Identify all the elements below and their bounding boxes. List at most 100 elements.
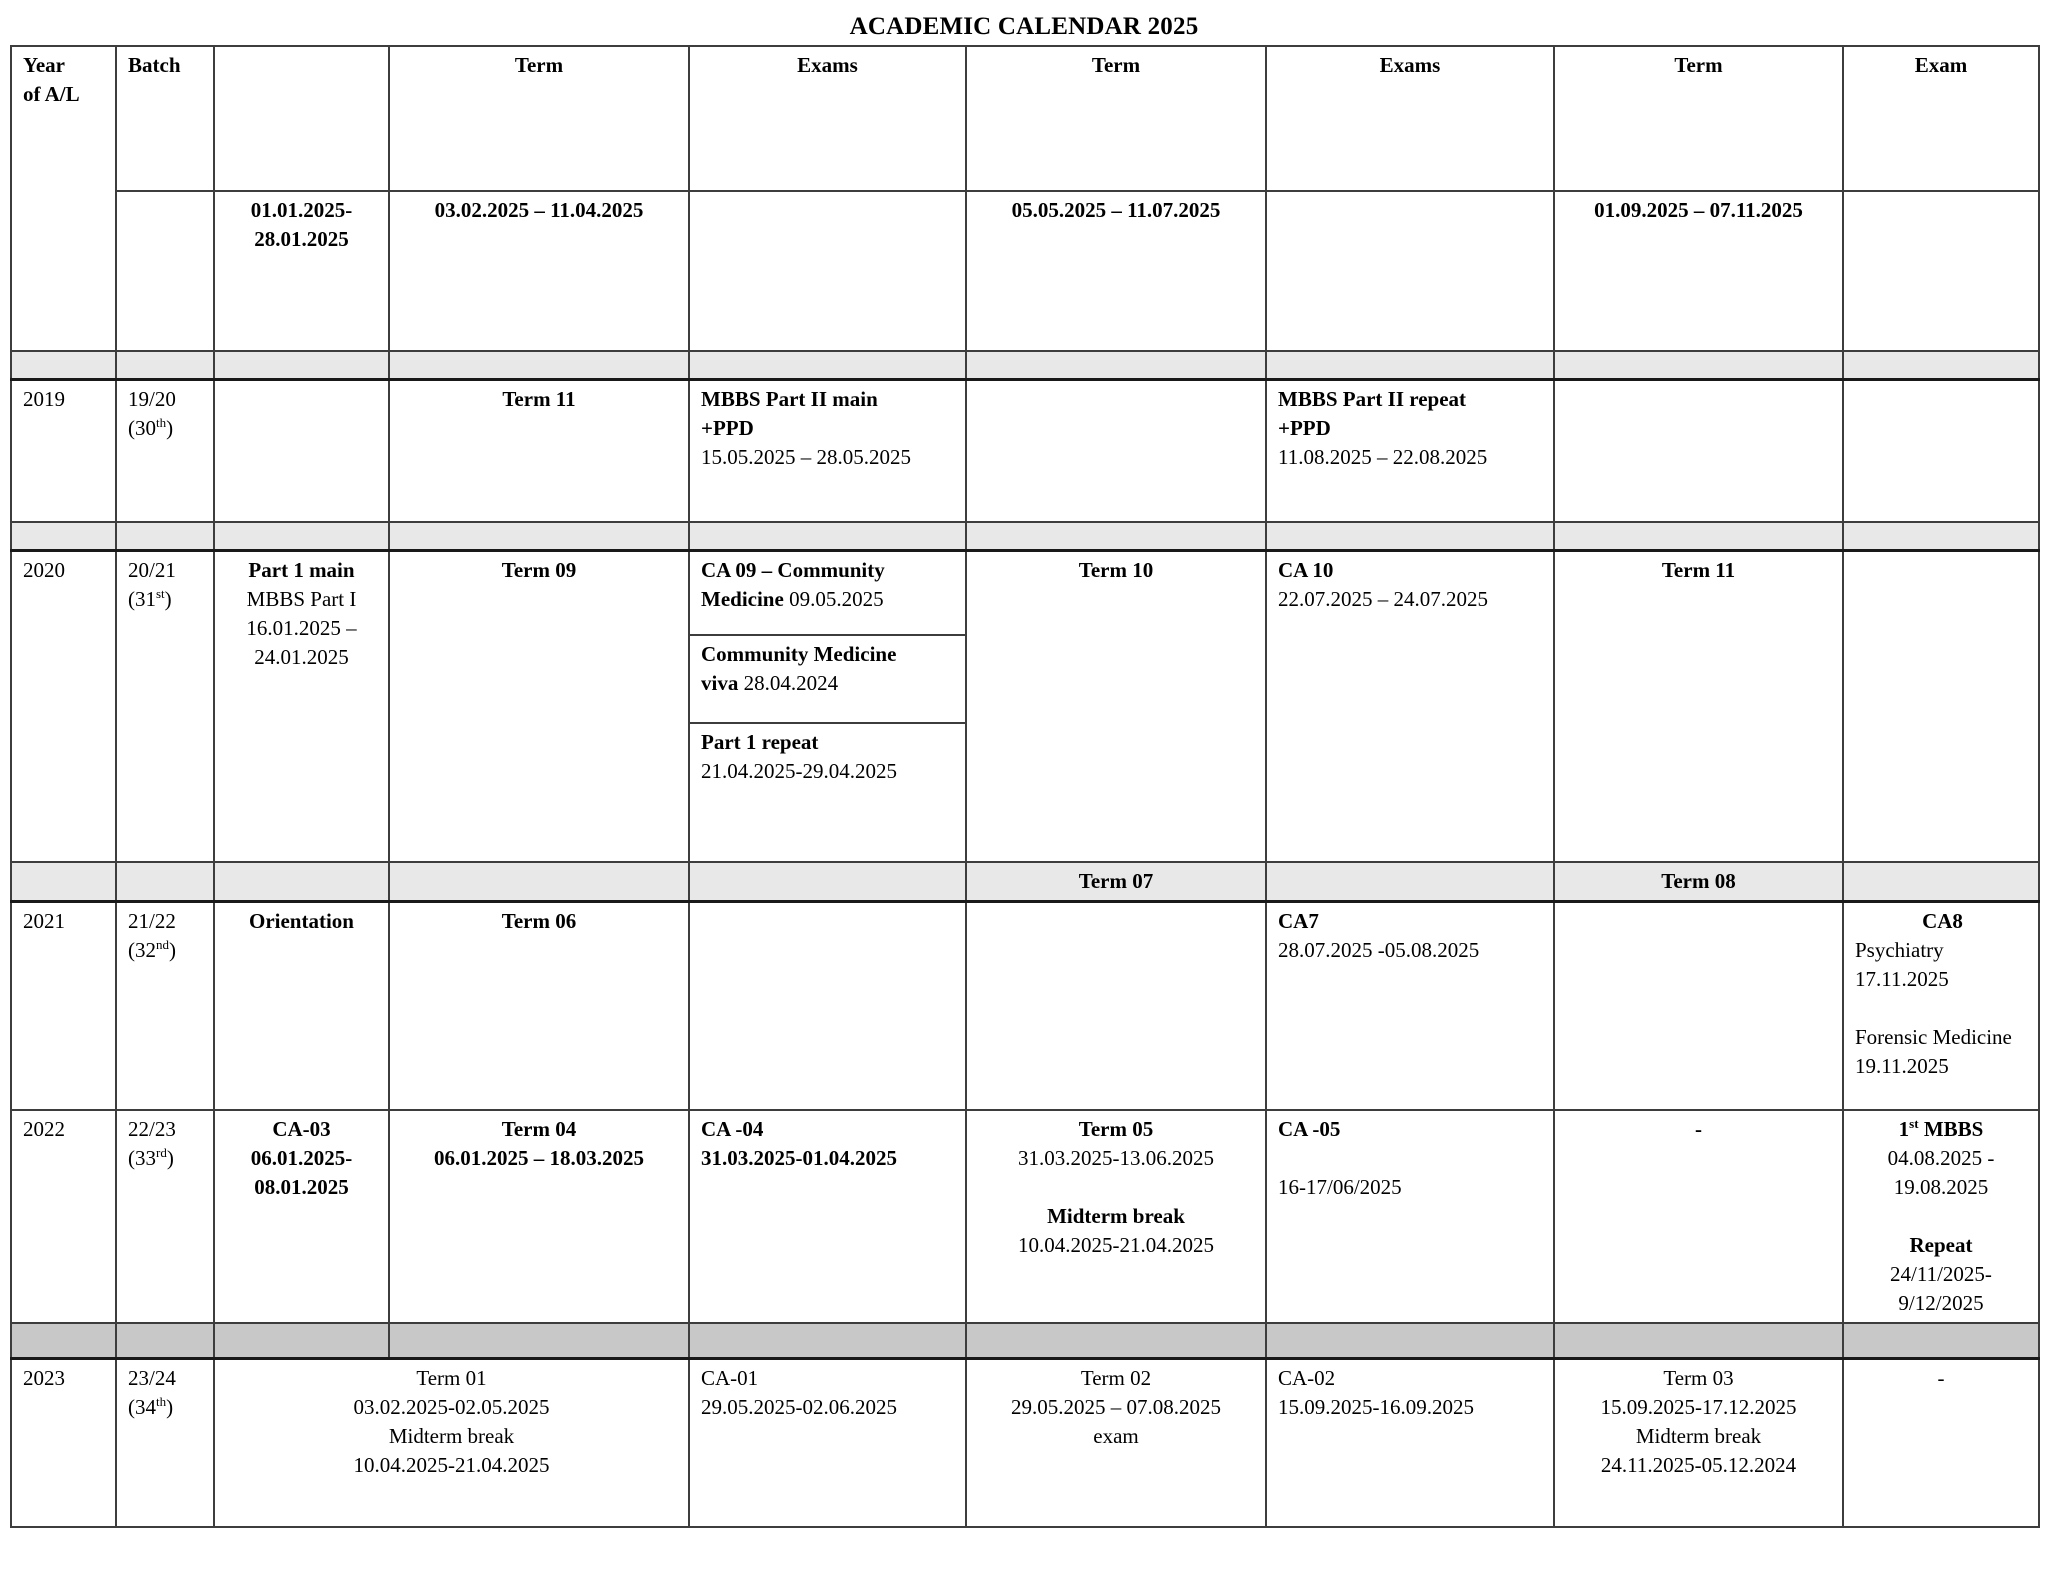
text-line: Term 09: [395, 556, 683, 585]
text-line: 2019: [23, 385, 107, 414]
text-run: (31: [128, 586, 156, 611]
text-run: 11.08.2025 – 22.08.2025: [1278, 444, 1488, 469]
text-run: Medicine: [701, 586, 784, 611]
exams2-2020: CA 10 22.07.2025 – 24.07.2025: [1265, 549, 1555, 863]
text-run: ): [169, 938, 176, 962]
term-07-08-row-cell-3: [388, 861, 690, 903]
text-run: MBBS: [1918, 1116, 1984, 1141]
text-line: (33rd): [128, 1144, 205, 1173]
text-line: 04.08.2025 -: [1849, 1144, 2033, 1173]
term2-2021: [965, 900, 1267, 1111]
text-run: 08.01.2025: [254, 1174, 349, 1199]
spacer-row-1-cell-2: [213, 350, 390, 381]
text-line: -: [1849, 1364, 2033, 1393]
text-line: viva 28.04.2024: [701, 669, 957, 698]
text-line: Forensic Medicine: [1855, 1023, 2030, 1052]
text-run: 15.05.2025 – 28.05.2025: [701, 444, 911, 469]
spacer-row-1-cell-4: [688, 350, 967, 381]
text-run: 1: [1898, 1116, 1910, 1141]
text-run: Term 03: [1663, 1366, 1734, 1390]
text-run: Batch: [128, 53, 181, 77]
text-line: Exams: [695, 51, 960, 80]
text-line: 2021: [23, 907, 107, 936]
academic-calendar-table: Year of A/L Batch Term Exams Term Exams Term Exa…: [10, 45, 2040, 1528]
calendar-table-body: Year of A/L Batch Term Exams Term Exams Term Exa…: [10, 45, 2040, 1528]
exams-header-2: Exams: [1265, 45, 1555, 192]
text-run: +PPD: [701, 415, 754, 440]
text-run: 2020: [23, 557, 65, 582]
text-line: Part 1 repeat: [701, 728, 957, 757]
text-run: Midterm break: [388, 1424, 515, 1448]
text-run: 24.01.2025: [254, 644, 349, 669]
text-run: 2022: [23, 1116, 65, 1141]
text-line: Exams: [1272, 51, 1548, 80]
text-line: 23/24: [128, 1364, 205, 1393]
term3-2022: -: [1553, 1108, 1844, 1324]
term-07-08-row-cell-2: [213, 861, 390, 903]
row-2021: 2021 21/22 (32nd) Orientation Term 06 CA7 28.0…: [10, 900, 2040, 1111]
preterm-2019: [213, 378, 390, 523]
text-run: Term 06: [501, 909, 577, 933]
text-run: 24/11/2025-: [1890, 1261, 1992, 1286]
exam-2022: 1st MBBS 04.08.2025 -19.08.2025 Repeat 24/…: [1842, 1108, 2040, 1324]
spacer-row-1-cell-6: [1265, 350, 1555, 381]
text-run: Term 02: [1080, 1366, 1152, 1390]
text-line: Midterm break: [972, 1202, 1260, 1231]
spacer-row-dark-cell-0: [10, 1321, 117, 1360]
text-run: 09.05.2025: [783, 586, 884, 611]
text-line: -: [1560, 1115, 1837, 1144]
text-line: 08.01.2025: [220, 1173, 383, 1202]
text-line: 19.11.2025: [1855, 1052, 2030, 1081]
text-run: 17.11.2025: [1855, 967, 1949, 991]
spacer-row-2-cell-8: [1842, 521, 2040, 552]
term2-2019: [965, 378, 1267, 523]
text-run: 03.02.2025 – 11.04.2025: [434, 198, 644, 222]
text-line: 9/12/2025: [1849, 1289, 2033, 1318]
text-line: Term 01: [220, 1364, 683, 1393]
text-line: 31.03.2025-01.04.2025: [701, 1144, 957, 1173]
header-dates-row: 01.01.2025- 28.01.2025 03.02.2025 – 11.04.…: [11, 190, 2040, 352]
text-run: 01.01.2025-: [250, 198, 353, 222]
text-run: Exams: [1379, 53, 1441, 77]
text-line: 21/22: [128, 907, 205, 936]
text-line: CA 09 – Community: [701, 556, 957, 585]
text-run: Year: [23, 53, 65, 77]
text-line: Term 02: [972, 1364, 1260, 1393]
text-line: Batch: [128, 51, 205, 80]
text-line: 29.05.2025 – 07.08.2025: [972, 1393, 1260, 1422]
text-line: 21.04.2025-29.04.2025: [701, 757, 957, 786]
term3-2021: [1553, 900, 1844, 1111]
year-2020: 2020: [10, 549, 117, 863]
text-line: Term 04: [395, 1115, 683, 1144]
text-run: Part 1 repeat: [701, 729, 819, 754]
text-line: (30th): [128, 414, 205, 443]
text-line: Part 1 main: [220, 556, 383, 585]
text-run: Term 10: [1078, 557, 1154, 582]
text-line: CA -04: [701, 1115, 957, 1144]
term1-2019: Term 11: [388, 378, 690, 523]
spacer-row-2-cell-7: [1553, 521, 1844, 552]
exams1-2020-sub-0: CA 09 – Community Medicine 09.05.2025: [691, 552, 964, 636]
exams1-2023: CA-01 29.05.2025-02.06.2025: [688, 1357, 967, 1528]
page-title: ACADEMIC CALENDAR 2025: [849, 13, 1199, 40]
exams1-2020: CA 09 – Community Medicine 09.05.2025 Comm…: [688, 549, 967, 863]
ordinal-superscript: rd: [156, 1144, 167, 1160]
text-run: CA -04: [701, 1116, 764, 1141]
text-line: 17.11.2025: [1855, 965, 2030, 994]
text-line: (34th): [128, 1393, 205, 1422]
text-line: 11.08.2025 – 22.08.2025: [1278, 443, 1545, 472]
year-2021: 2021: [10, 900, 117, 1111]
text-run: CA7: [1278, 909, 1319, 933]
text-run: (30: [128, 415, 156, 440]
text-line: 24.11.2025-05.12.2024: [1560, 1451, 1837, 1480]
text-line: 20/21: [128, 556, 205, 585]
text-run: CA-01: [701, 1366, 759, 1390]
spacer-row-2-cell-1: [115, 521, 215, 552]
text-line: Community Medicine: [701, 640, 957, 669]
text-run: Part 1 main: [248, 557, 355, 582]
spacer-row-1: [10, 350, 2040, 381]
text-line: 16.01.2025 –: [220, 614, 383, 643]
exam-2020: [1842, 549, 2040, 863]
exams2-dates-empty: [1265, 190, 1555, 352]
text-run: Forensic Medicine: [1855, 1025, 2012, 1049]
